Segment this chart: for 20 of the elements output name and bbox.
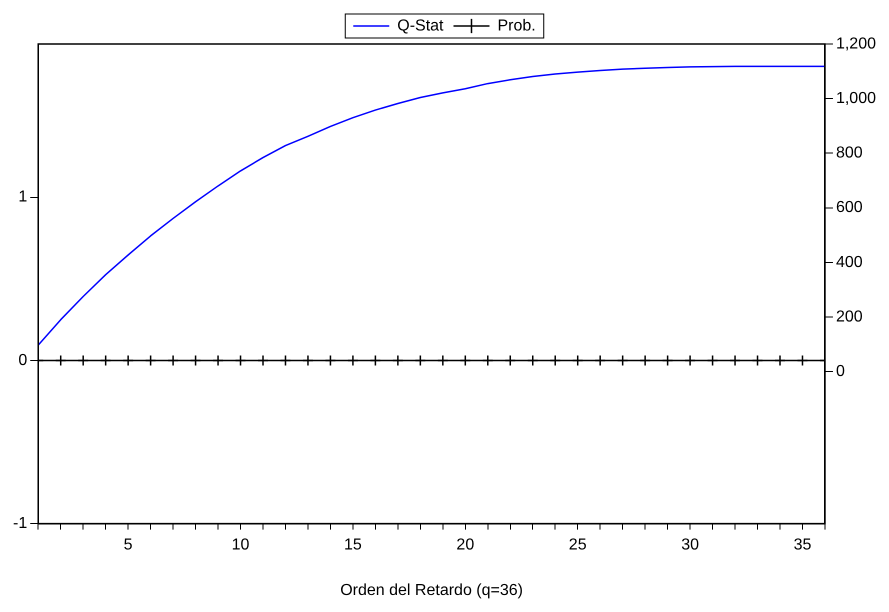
- legend-label: Q-Stat: [397, 17, 444, 34]
- legend-label: Prob.: [497, 17, 536, 34]
- x-tick-label: 30: [681, 536, 700, 554]
- x-tick-label: 5: [124, 536, 133, 554]
- y2-tick-label: 400: [836, 254, 863, 271]
- y-tick-label: -1: [12, 515, 28, 532]
- x-axis-title: Orden del Retardo (q=36): [340, 582, 523, 599]
- y2-tick-label: 1,200: [836, 35, 876, 52]
- y2-tick-label: 1,000: [836, 90, 876, 107]
- y-tick-label: 1: [18, 188, 28, 206]
- y2-tick-label: 800: [836, 144, 863, 162]
- x-tick-label: 20: [456, 536, 474, 554]
- x-tick-label: 35: [794, 536, 812, 554]
- x-tick-label: 25: [568, 536, 587, 554]
- y2-tick-label: 200: [836, 308, 863, 326]
- y-tick-label: 0: [18, 352, 28, 369]
- x-tick-label: 10: [232, 536, 250, 554]
- x-tick-label: 15: [344, 536, 362, 554]
- y2-tick-label: 600: [836, 199, 863, 216]
- y2-tick-label: 0: [836, 362, 845, 380]
